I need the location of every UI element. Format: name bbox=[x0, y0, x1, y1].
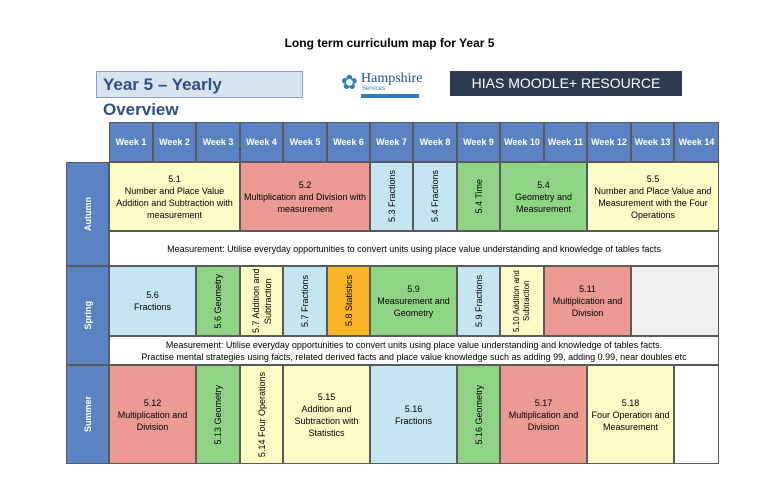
unit-cell: 5.9 Measurement and Geometry bbox=[370, 266, 457, 336]
unit-cell: 5.13 Geometry bbox=[196, 365, 240, 464]
empty-cell bbox=[674, 365, 719, 464]
unit-cell: 5.15 Addition and Subtraction with Statis… bbox=[283, 365, 370, 464]
term-label-spring: Spring bbox=[66, 266, 109, 365]
unit-cell: 5.12 Multiplication and Division bbox=[109, 365, 196, 464]
week-header: Week 7 bbox=[370, 122, 413, 162]
unit-cell: 5.9 Fractions bbox=[457, 266, 500, 336]
logo-bar bbox=[361, 94, 419, 98]
week-header: Week 11 bbox=[544, 122, 587, 162]
measurement-note: Measurement: Utilise everyday opportunit… bbox=[109, 336, 719, 365]
week-header: Week 3 bbox=[196, 122, 240, 162]
logo-name: Hampshire bbox=[361, 71, 423, 86]
measurement-note: Measurement: Utilise everyday opportunit… bbox=[109, 231, 719, 266]
term-label-autumn: Autumn bbox=[66, 162, 109, 266]
unit-cell: 5.5 Number and Place Value and Measuremen… bbox=[587, 162, 719, 231]
week-header: Week 2 bbox=[153, 122, 196, 162]
week-header: Week 12 bbox=[587, 122, 631, 162]
resource-banner: HIAS MOODLE+ RESOURCE bbox=[450, 71, 682, 96]
unit-cell: 5.16 Geometry bbox=[457, 365, 500, 464]
unit-cell: 5.17 Multiplication and Division bbox=[500, 365, 587, 464]
week-header: Week 6 bbox=[327, 122, 370, 162]
empty-cell bbox=[631, 266, 719, 336]
unit-cell: 5.4 Fractions bbox=[413, 162, 457, 231]
hampshire-logo: ✿ Hampshire Services bbox=[337, 70, 427, 102]
unit-cell: 5.6 Fractions bbox=[109, 266, 196, 336]
week-header: Week 1 bbox=[109, 122, 153, 162]
week-header: Week 8 bbox=[413, 122, 457, 162]
unit-cell: 5.18 Four Operation and Measurement bbox=[587, 365, 674, 464]
unit-cell: 5.11 Multiplication and Division bbox=[544, 266, 631, 336]
hampshire-emblem-icon: ✿ bbox=[341, 72, 358, 94]
unit-cell: 5.6 Geometry bbox=[196, 266, 240, 336]
unit-cell: 5.1 Number and Place Value Addition and S… bbox=[109, 162, 240, 231]
curriculum-grid: Week 1 Week 2 Week 3 Week 4 Week 5 Week … bbox=[66, 122, 719, 464]
week-header: Week 10 bbox=[500, 122, 544, 162]
week-header: Week 9 bbox=[457, 122, 500, 162]
unit-cell: 5.7 Addition and Subtraction bbox=[240, 266, 283, 336]
unit-cell: 5.16 Fractions bbox=[370, 365, 457, 464]
unit-cell: 5.7 Fractions bbox=[283, 266, 327, 336]
week-header: Week 13 bbox=[631, 122, 674, 162]
unit-cell: 5.2 Multiplication and Division with meas… bbox=[240, 162, 370, 231]
unit-cell: 5.10 Addition and Subtraction bbox=[500, 266, 544, 336]
unit-cell: 5.4 Geometry and Measurement bbox=[500, 162, 587, 231]
week-header: Week 14 bbox=[674, 122, 719, 162]
yearly-overview-title: Year 5 – Yearly Overview bbox=[96, 71, 303, 119]
unit-cell: 5.8 Statistics bbox=[327, 266, 370, 336]
week-header: Week 4 bbox=[240, 122, 283, 162]
page-title: Long term curriculum map for Year 5 bbox=[284, 36, 495, 50]
term-label-summer: Summer bbox=[66, 365, 109, 464]
week-header: Week 5 bbox=[283, 122, 327, 162]
logo-sub: Services bbox=[362, 86, 386, 92]
unit-cell: 5.14 Four Operations bbox=[240, 365, 283, 464]
unit-cell: 5.4 Time bbox=[457, 162, 500, 231]
unit-cell: 5.3 Fractions bbox=[370, 162, 413, 231]
